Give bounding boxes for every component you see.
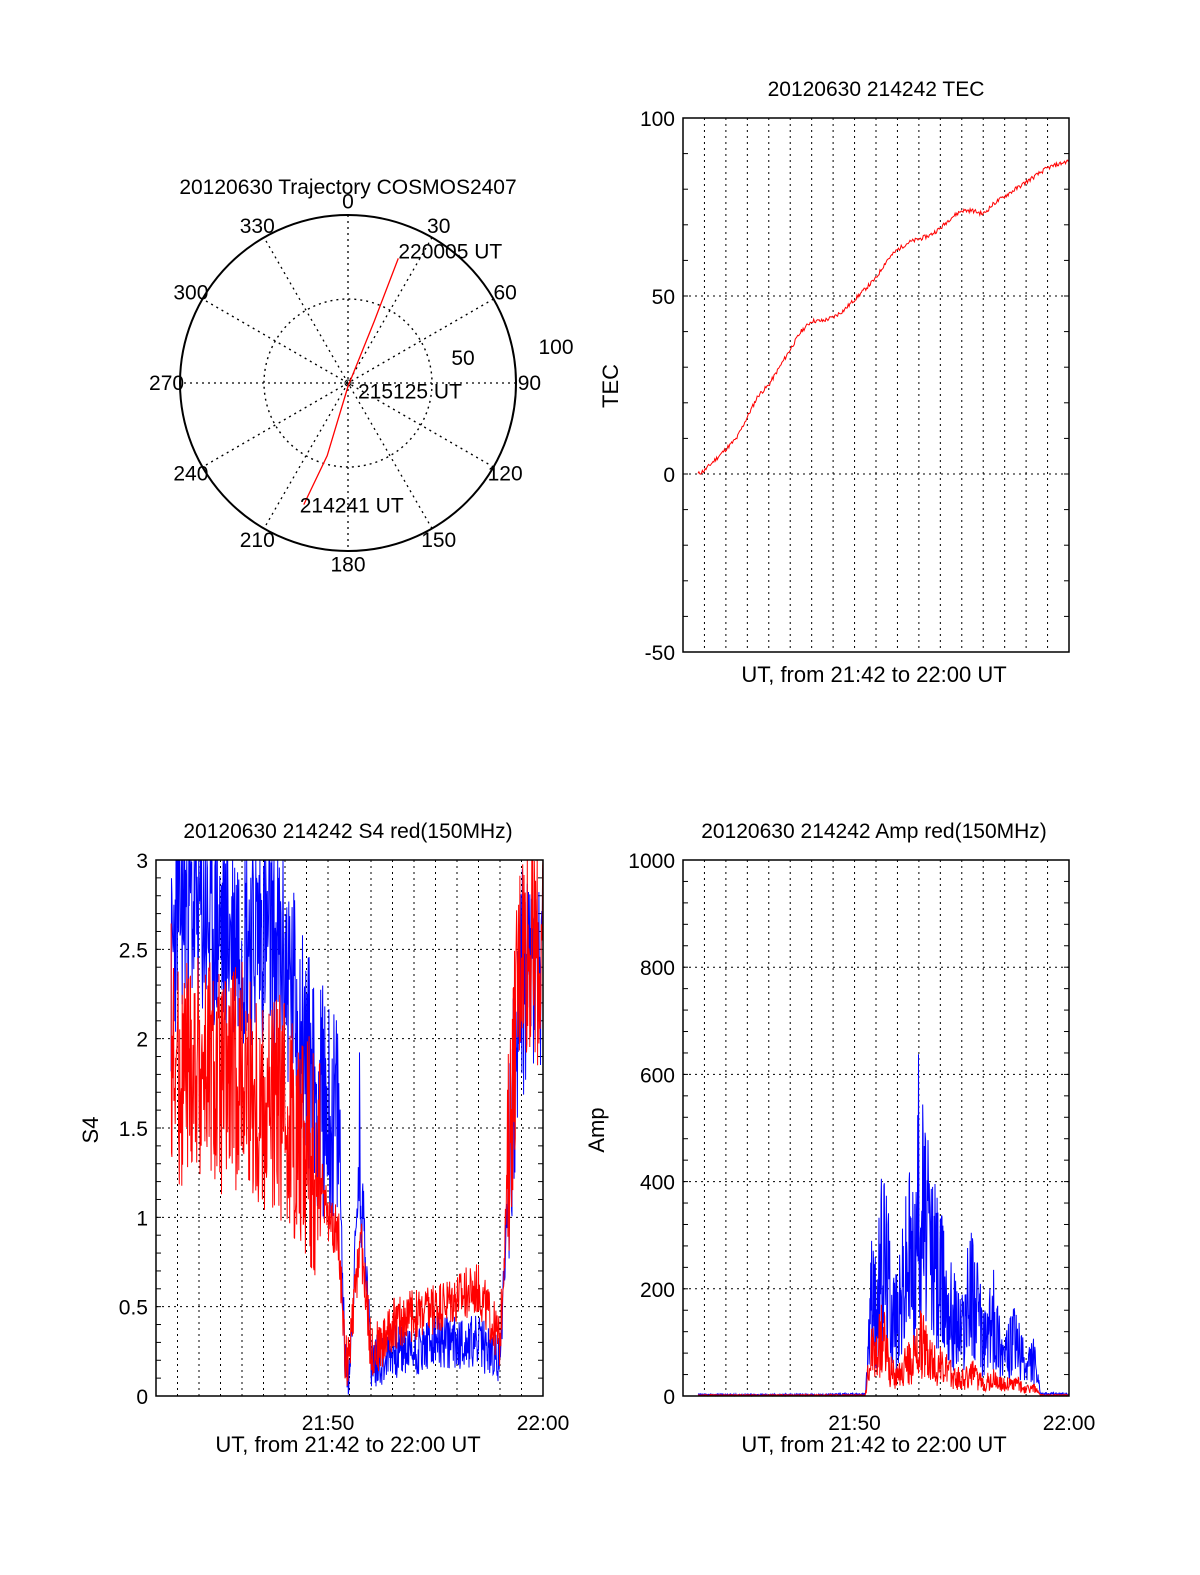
- tec-title: 20120630 214242 TEC: [768, 78, 985, 101]
- s4-title: 20120630 214242 S4 red(150MHz): [183, 820, 512, 843]
- y-tick-label: -50: [645, 642, 675, 665]
- s4-xlabel: UT, from 21:42 to 22:00 UT: [215, 1432, 480, 1457]
- y-tick-label: 400: [640, 1172, 675, 1195]
- amp-xlabel: UT, from 21:42 to 22:00 UT: [741, 1432, 1006, 1457]
- series-line-blue: [170, 859, 544, 1395]
- polar-azimuth-label: 60: [493, 281, 516, 304]
- series-line-red: [170, 859, 544, 1386]
- polar-radius-label: 50: [451, 347, 474, 370]
- polar-azimuth-label: 330: [240, 215, 275, 238]
- polar-azimuth-label: 150: [421, 529, 456, 552]
- s4-panel: 20120630 214242 S4 red(150MHz) UT, from …: [78, 820, 569, 1457]
- trajectory-polar-panel: 20120630 Trajectory COSMOS2407 0 30 60 90 12…: [149, 176, 573, 576]
- y-tick-label: 1: [136, 1207, 148, 1230]
- series-line-red: [697, 159, 1070, 475]
- x-tick-label: 21:50: [828, 1412, 881, 1435]
- polar-radius-label: 100: [538, 336, 573, 359]
- polar-azimuth-label: 90: [518, 372, 541, 395]
- x-tick-label: 22:00: [517, 1412, 570, 1435]
- polar-azimuth-label: 270: [149, 372, 184, 395]
- tec-panel: 20120630 214242 TEC UT, from 21:42 to 22…: [598, 78, 1070, 687]
- y-tick-label: 0.5: [119, 1297, 148, 1320]
- y-tick-label: 2.5: [119, 939, 148, 962]
- amp-title: 20120630 214242 Amp red(150MHz): [701, 820, 1047, 843]
- y-tick-label: 0: [136, 1386, 148, 1409]
- polar-outer-circle: [179, 214, 517, 552]
- polar-azimuth-label: 30: [427, 215, 450, 238]
- y-tick-label: 200: [640, 1279, 675, 1302]
- plot-frame: [155, 859, 544, 1397]
- polar-azimuth-label: 240: [173, 463, 208, 486]
- y-tick-label: 1.5: [119, 1118, 148, 1141]
- amp-ylabel: Amp: [584, 1107, 609, 1152]
- polar-grid-spoke: [263, 237, 433, 529]
- polar-azimuth-label: 0: [342, 191, 354, 214]
- y-tick-label: 800: [640, 957, 675, 980]
- y-tick-label: 100: [640, 108, 675, 131]
- trajectory-title: 20120630 Trajectory COSMOS2407: [179, 176, 516, 199]
- polar-azimuth-label: 120: [488, 463, 523, 486]
- x-tick-label: 21:50: [302, 1412, 355, 1435]
- polar-azimuth-label: 180: [330, 553, 365, 576]
- polar-azimuth-label: 210: [240, 529, 275, 552]
- y-tick-label: 0: [663, 464, 675, 487]
- trajectory-time-label: 215125 UT: [358, 380, 462, 403]
- y-tick-label: 50: [652, 286, 675, 309]
- trajectory-time-label: 214241 UT: [300, 495, 404, 518]
- y-tick-label: 2: [136, 1029, 148, 1052]
- plot-frame: [682, 859, 1070, 1397]
- y-tick-label: 0: [663, 1386, 675, 1409]
- polar-azimuth-label: 300: [173, 281, 208, 304]
- y-tick-label: 3: [136, 850, 148, 873]
- trajectory-line: [303, 258, 399, 505]
- tec-xlabel: UT, from 21:42 to 22:00 UT: [741, 662, 1006, 687]
- trajectory-time-label: 220005 UT: [398, 240, 502, 263]
- s4-ylabel: S4: [78, 1117, 103, 1144]
- amp-panel: 20120630 214242 Amp red(150MHz) UT, from…: [584, 820, 1095, 1457]
- x-tick-label: 22:00: [1043, 1412, 1096, 1435]
- y-tick-label: 1000: [628, 850, 675, 873]
- y-tick-label: 600: [640, 1064, 675, 1087]
- plot-frame: [682, 117, 1070, 653]
- tec-ylabel: TEC: [598, 364, 623, 408]
